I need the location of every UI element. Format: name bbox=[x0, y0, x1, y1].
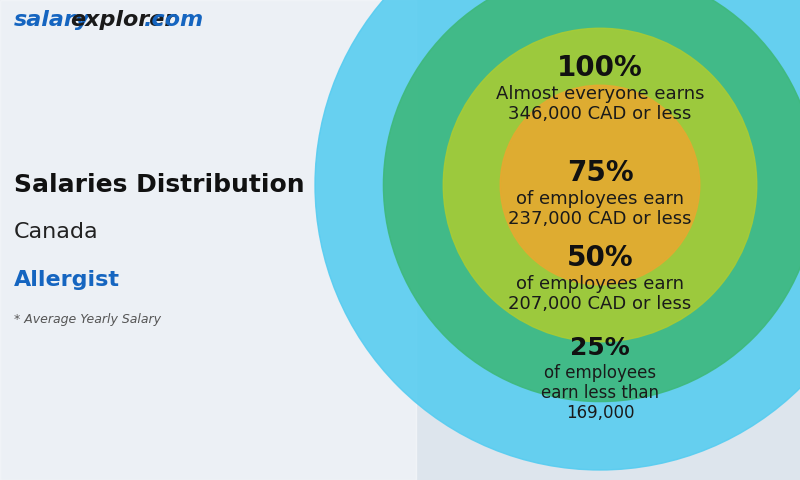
Text: .com: .com bbox=[144, 10, 204, 30]
Text: * Average Yearly Salary: * Average Yearly Salary bbox=[14, 313, 161, 326]
Text: 237,000 CAD or less: 237,000 CAD or less bbox=[508, 210, 692, 228]
Circle shape bbox=[315, 0, 800, 470]
Text: Canada: Canada bbox=[14, 222, 98, 242]
Text: 50%: 50% bbox=[566, 244, 634, 272]
Text: Allergist: Allergist bbox=[14, 270, 120, 290]
Text: 207,000 CAD or less: 207,000 CAD or less bbox=[508, 295, 692, 313]
Text: earn less than: earn less than bbox=[541, 384, 659, 402]
Text: 25%: 25% bbox=[570, 336, 630, 360]
Text: 346,000 CAD or less: 346,000 CAD or less bbox=[508, 105, 692, 123]
Text: 75%: 75% bbox=[566, 159, 634, 187]
Text: 169,000: 169,000 bbox=[566, 404, 634, 422]
Text: Almost everyone earns: Almost everyone earns bbox=[496, 85, 704, 103]
Circle shape bbox=[383, 0, 800, 402]
Text: 100%: 100% bbox=[557, 54, 643, 82]
Text: of employees: of employees bbox=[544, 364, 656, 382]
Text: explorer: explorer bbox=[70, 10, 175, 30]
Bar bbox=[0, 0, 416, 480]
Text: Salaries Distribution: Salaries Distribution bbox=[14, 173, 305, 197]
Text: of employees earn: of employees earn bbox=[516, 275, 684, 293]
Text: salary: salary bbox=[14, 10, 90, 30]
Circle shape bbox=[500, 85, 700, 285]
Text: of employees earn: of employees earn bbox=[516, 190, 684, 208]
Circle shape bbox=[443, 28, 757, 342]
